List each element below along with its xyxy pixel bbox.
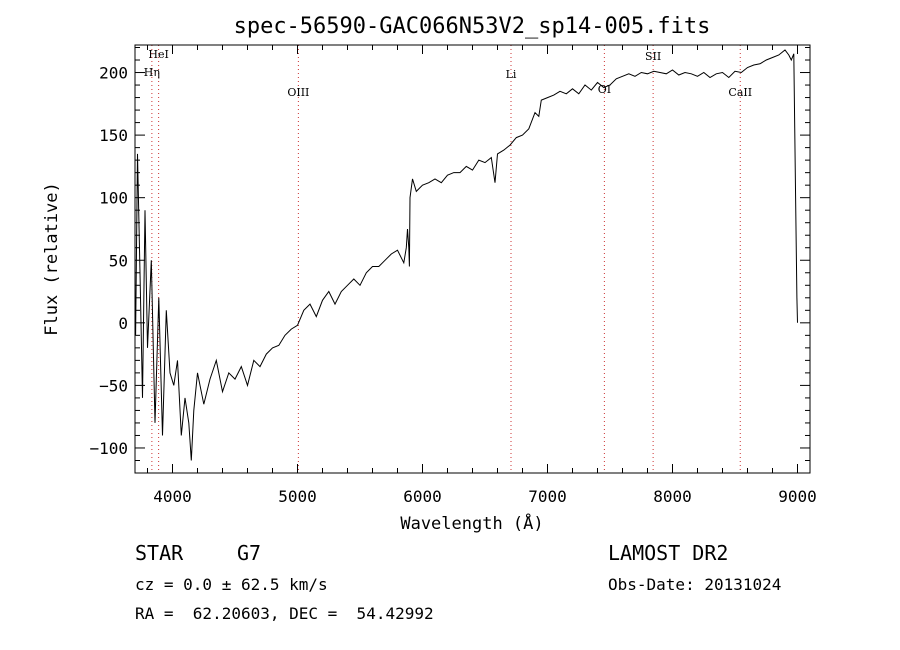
y-tick-label: 200	[99, 64, 128, 83]
axis-ticks: 4000 5000 6000 7000 8000 9000 −100 −50 0 50 100 150…	[89, 45, 817, 506]
object-subclass: G7	[237, 541, 262, 565]
x-tick-label: 6000	[403, 487, 442, 506]
x-tick-label: 8000	[653, 487, 692, 506]
spectrum-series-line	[135, 49, 798, 461]
y-tick-label: 100	[99, 189, 128, 208]
observation-date: Obs-Date: 20131024	[608, 575, 782, 594]
y-axis-label: Flux (relative)	[42, 182, 62, 336]
y-tick-label: −100	[89, 439, 128, 458]
marker-label-caii: CaII	[728, 86, 752, 99]
x-tick-label: 9000	[778, 487, 817, 506]
x-tick-label: 5000	[278, 487, 317, 506]
marker-label-li: Li	[506, 68, 517, 81]
marker-label-hei: HeI	[148, 48, 168, 61]
x-tick-label: 4000	[153, 487, 192, 506]
y-tick-label: −50	[99, 376, 128, 395]
y-tick-label: 50	[109, 251, 128, 270]
ra-dec-coordinates: RA = 62.20603, DEC = 54.42992	[135, 604, 434, 623]
redshift-velocity: cz = 0.0 ± 62.5 km/s	[135, 575, 328, 594]
marker-label-sii: SII	[645, 50, 661, 63]
x-axis-label: Wavelength (Å)	[400, 512, 543, 534]
survey-name: LAMOST DR2	[608, 541, 729, 565]
y-tick-label: 150	[99, 126, 128, 145]
object-class: STAR	[135, 541, 184, 565]
plot-frame	[134, 44, 811, 474]
marker-label-oiii: OIII	[287, 86, 309, 99]
marker-label-hη: Hη	[144, 66, 160, 79]
x-tick-label: 7000	[528, 487, 567, 506]
y-tick-label: 0	[118, 314, 128, 333]
chart-title: spec-56590-GAC066N53V2_sp14-005.fits	[234, 14, 711, 39]
